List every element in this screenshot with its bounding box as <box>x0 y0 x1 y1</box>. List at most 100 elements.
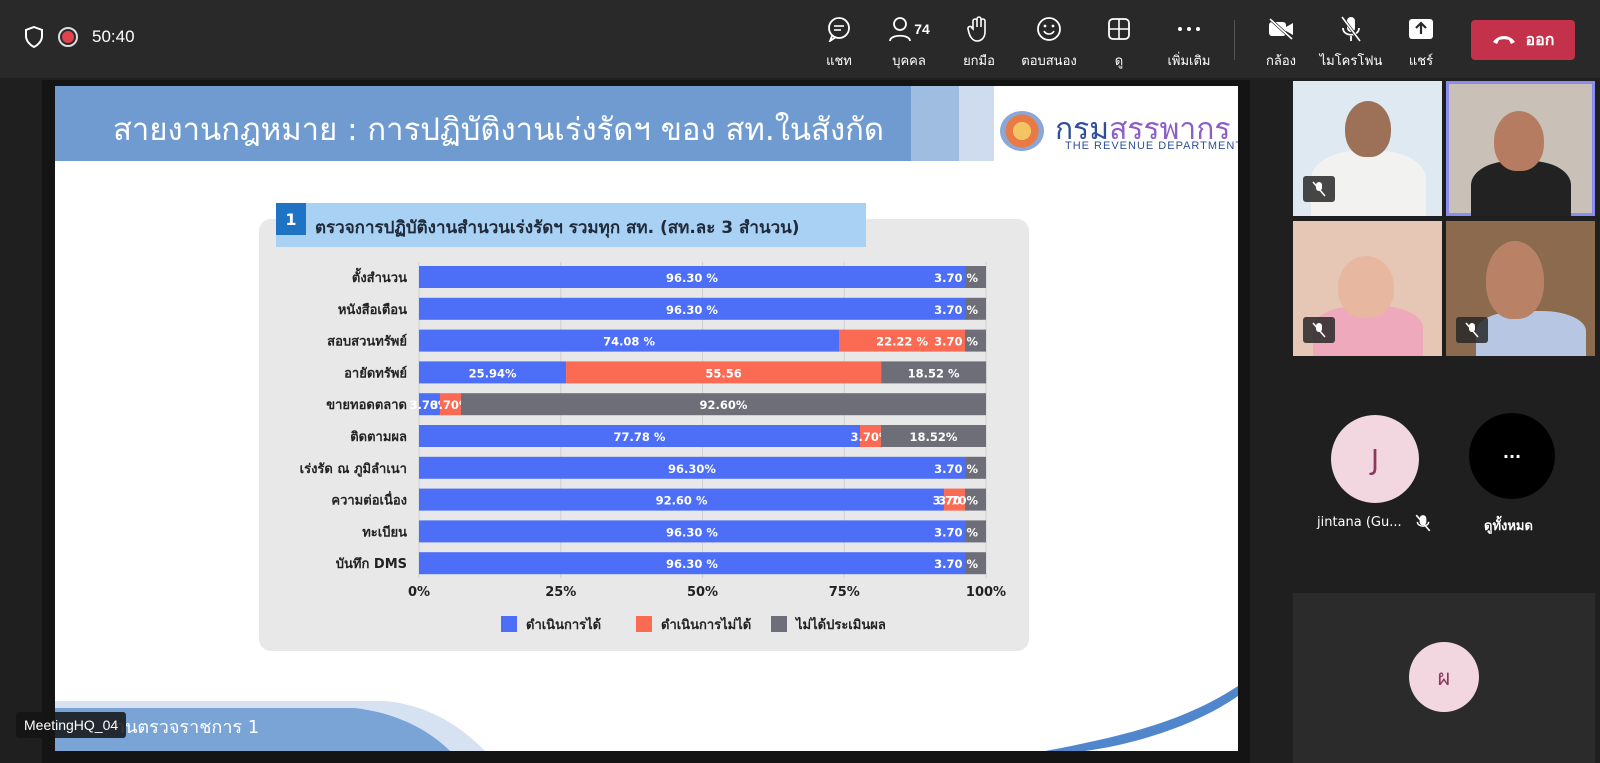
recording-icon <box>58 27 78 47</box>
raise-hand-label: ยกมือ <box>963 54 995 69</box>
participant-face <box>1494 111 1544 171</box>
participant-avatar[interactable]: ผ <box>1409 642 1479 712</box>
data-label: 3.70% <box>851 430 891 444</box>
data-label: 3.70 % <box>934 271 978 285</box>
bar-segment <box>439 393 461 416</box>
bar-segment <box>419 552 966 575</box>
mic-button[interactable]: ไมโครโฟน <box>1316 14 1386 71</box>
stacked-bar-chart: 0% 25% 50% 75% 100% ตั้งสำนวน 96.30 % 3.70 % หนั… <box>300 262 1006 633</box>
category-label: หนังสือเตือน <box>338 302 407 318</box>
share-label: แชร์ <box>1408 54 1434 69</box>
shield-icon <box>25 26 43 48</box>
chart-heading-band <box>276 203 866 247</box>
people-label: บุคคล <box>892 54 926 69</box>
bar-segment <box>460 393 986 416</box>
bar-segment <box>965 520 986 543</box>
bar-segment <box>419 329 840 352</box>
more-button[interactable]: เพิ่มเติม <box>1154 14 1224 71</box>
more-icon: ··· <box>1502 446 1522 466</box>
data-label: 55.56 <box>705 366 741 380</box>
category-label: ทะเบียน <box>362 524 407 540</box>
leave-label: ออก <box>1525 29 1555 49</box>
participant-tile-3[interactable] <box>1293 221 1442 356</box>
x-tick-label: 0% <box>408 585 430 600</box>
mic-off-icon <box>1303 317 1335 343</box>
bar-segment <box>419 488 945 511</box>
legend-label: ดำเนินการได้ <box>526 616 601 633</box>
data-label: 25.94% <box>469 366 517 380</box>
more-icon <box>1178 27 1200 31</box>
people-button[interactable]: 74 บุคคล <box>874 14 944 71</box>
chat-label: แชท <box>826 54 852 69</box>
mic-off-icon <box>1340 16 1362 42</box>
bar-segment <box>944 488 966 511</box>
data-label: 77.78 % <box>614 430 666 444</box>
share-icon <box>1409 19 1433 39</box>
slide-header: สายงานกฎหมาย : การปฏิบัติงานเร่งรัดฯ ของ… <box>55 86 1238 161</box>
leave-button[interactable]: ออก <box>1471 20 1575 60</box>
participant-body <box>1476 311 1586 356</box>
bar-segment <box>881 361 987 384</box>
legend-swatch <box>501 616 517 632</box>
more-label: เพิ่มเติม <box>1167 54 1211 69</box>
category-label: บันทึก DMS <box>336 556 407 572</box>
bar-segment <box>965 488 986 511</box>
people-count: 74 <box>914 21 930 37</box>
view-all-button[interactable]: ··· <box>1469 413 1555 499</box>
header-band <box>55 86 911 161</box>
meeting-timer: 50:40 <box>92 27 135 46</box>
toolbar-divider <box>1234 20 1235 60</box>
legend-swatch <box>636 616 652 632</box>
participant-avatar-j[interactable]: J <box>1331 415 1419 503</box>
shared-slide: สายงานกฎหมาย : การปฏิบัติงานเร่งรัดฯ ของ… <box>55 86 1238 751</box>
data-label: 96.30 % <box>666 557 718 571</box>
header-band-light <box>959 86 994 161</box>
x-tick-label: 50% <box>687 585 718 600</box>
logo-text-a: กรม <box>1055 113 1110 146</box>
raise-hand-button[interactable]: ยกมือ <box>944 14 1014 71</box>
participant-tile-4[interactable] <box>1446 221 1595 356</box>
category-label: อายัดทรัพย์ <box>344 365 407 381</box>
view-all-label: ดูทั้งหมด <box>1484 519 1533 534</box>
participant-tile-2[interactable] <box>1446 81 1595 216</box>
bar-segment <box>419 425 861 447</box>
category-label: เร่งรัด ณ ภูมิลำเนา <box>300 461 407 477</box>
data-label: 3.70 % <box>934 303 978 317</box>
view-button[interactable]: ดู <box>1084 14 1154 71</box>
data-label: 18.52% <box>910 430 958 444</box>
bar-segment <box>419 393 440 416</box>
participant-name: jintana (Gu... <box>1317 515 1402 530</box>
smile-icon <box>1037 17 1061 41</box>
bar-segment <box>419 361 567 384</box>
slide-footer-text: านตรวจราชการ 1 <box>115 717 260 738</box>
bar-segment <box>860 425 881 447</box>
category-label: ติดตามผล <box>350 430 407 445</box>
revenue-seal-icon <box>1000 111 1044 151</box>
camera-button[interactable]: กล้อง <box>1246 14 1316 71</box>
chart-number: 1 <box>276 203 306 235</box>
bar-segment <box>965 329 986 352</box>
participant-face <box>1338 256 1394 318</box>
x-tick-label: 75% <box>829 585 860 600</box>
share-button[interactable]: แชร์ <box>1386 14 1456 71</box>
data-label: 3.70% <box>410 398 450 412</box>
bar-segment <box>566 361 882 384</box>
data-label: 3.70 % <box>934 462 978 476</box>
data-label: 3.70 % <box>934 525 978 539</box>
chat-button[interactable]: แชท <box>804 14 874 71</box>
bar-segment <box>419 456 966 479</box>
mic-label: ไมโครโฟน <box>1319 54 1383 69</box>
mic-off-icon <box>1415 514 1431 532</box>
bar-segment <box>965 297 986 320</box>
category-label: ความต่อเนื่อง <box>331 491 407 509</box>
camera-off-icon <box>1268 17 1294 41</box>
participant-tile-1[interactable] <box>1293 81 1442 216</box>
react-button[interactable]: ตอบสนอง <box>1014 14 1084 71</box>
meeting-room-label: MeetingHQ_04 <box>16 712 127 738</box>
bar-segment <box>419 520 966 543</box>
bar-segment <box>965 266 986 288</box>
data-label: 3.70% <box>431 398 471 412</box>
data-label: 3.70% <box>938 494 978 508</box>
logo-text-b: สรรพากร <box>1109 113 1231 146</box>
hang-up-icon <box>1492 36 1515 44</box>
